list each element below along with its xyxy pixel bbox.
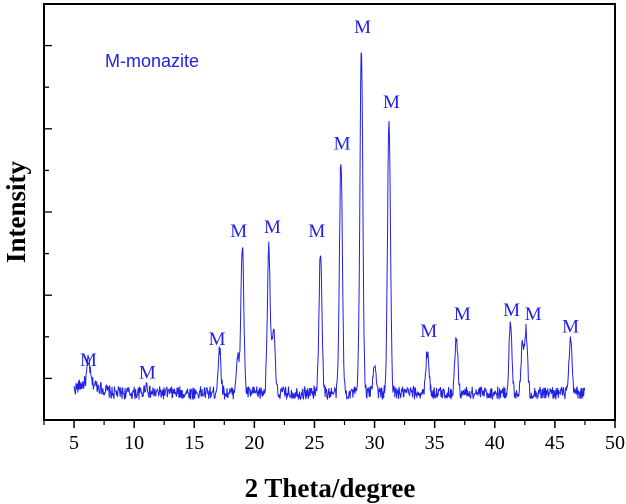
peak-label: M <box>80 350 97 371</box>
x-tick-label: 10 <box>124 432 144 454</box>
y-axis-ticks <box>44 44 52 380</box>
peak-label: M <box>264 217 281 238</box>
peak-label: M <box>308 221 325 242</box>
legend-annotation: M-monazite <box>105 51 199 71</box>
x-tick-label: 35 <box>425 432 445 454</box>
x-tick-label: 40 <box>485 432 505 454</box>
peak-label: M <box>139 362 156 383</box>
peak-label: M <box>209 329 226 350</box>
peak-label: M <box>454 304 471 325</box>
x-axis-ticks <box>43 420 616 428</box>
peak-label: M <box>354 17 371 38</box>
x-tick-label: 25 <box>304 432 324 454</box>
peak-label: M <box>562 317 579 338</box>
peak-label: M <box>383 92 400 113</box>
peak-label: M <box>334 134 351 155</box>
peak-label: M <box>525 304 542 325</box>
x-axis-title: 2 Theta/degree <box>245 473 416 503</box>
peak-label: M <box>420 321 437 342</box>
x-tick-label: 20 <box>244 432 264 454</box>
xrd-pattern-line <box>73 52 586 401</box>
y-axis-title: Intensity <box>1 160 31 263</box>
peak-label: M <box>503 300 520 321</box>
x-tick-label: 5 <box>69 432 79 454</box>
x-tick-label: 30 <box>365 432 385 454</box>
x-tick-label: 50 <box>605 432 625 454</box>
x-axis-tick-labels: 5 10 15 20 25 30 35 40 45 50 <box>69 432 625 454</box>
x-tick-label: 15 <box>184 432 204 454</box>
peak-label: M <box>230 221 247 242</box>
x-tick-label: 45 <box>545 432 565 454</box>
